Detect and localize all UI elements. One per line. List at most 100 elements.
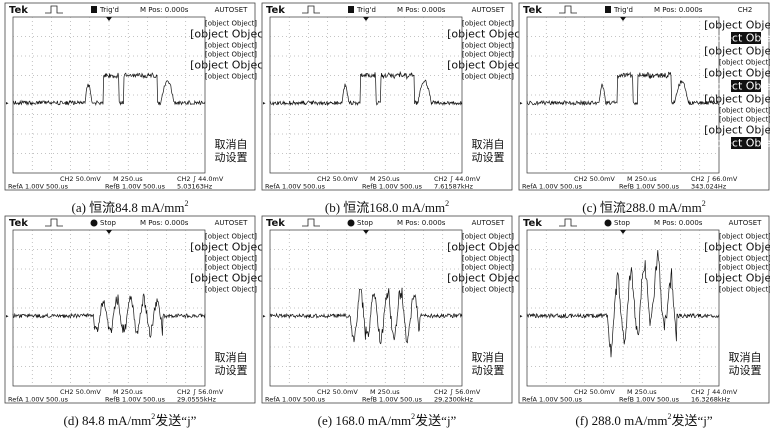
trigger-state: Trig'd xyxy=(356,6,376,14)
caption-text: (d) 84.8 mA/mm xyxy=(64,413,152,428)
readout-frequency: 5.03163Hz xyxy=(177,183,213,191)
menu-highlight xyxy=(731,32,761,44)
caption: (f) 288.0 mA/mm2发送“j” xyxy=(575,412,712,428)
menu-item: [object Object] xyxy=(704,45,770,58)
menu-item: [object Object] xyxy=(719,286,770,294)
caption-sup: 2 xyxy=(667,412,671,421)
menu-title: CH2 xyxy=(738,6,753,14)
menu-action: 取消自 xyxy=(729,350,762,364)
readout-refb: RefB 1.00V 500.us xyxy=(105,396,166,404)
trigger-icon xyxy=(605,6,611,13)
readout-timebase: M 250.us xyxy=(113,175,143,183)
menu-item: [object Object] xyxy=(704,80,770,93)
menu-action: 动设置 xyxy=(215,151,248,164)
scope-panel: Tek Trig'd M Pos: 0.000s CH2 ▸ [object Object… xyxy=(518,2,770,215)
menu-title: AUTOSET xyxy=(729,219,763,227)
menu-item: [object Object] xyxy=(205,233,257,241)
caption-tail: 发送“j” xyxy=(155,413,196,428)
readout-refb: RefB 1.00V 500.us xyxy=(362,396,423,404)
menu-item: [object Object] xyxy=(462,233,514,241)
menu-title: AUTOSET xyxy=(472,219,506,227)
readout-frequency: 343.024Hz xyxy=(691,183,727,191)
caption-sup: 2 xyxy=(702,199,706,208)
brand: Tek xyxy=(523,5,542,16)
readout-channel: CH2 50.0mV xyxy=(60,175,101,183)
menu-item: [object Object] xyxy=(719,264,770,272)
trigger-marker xyxy=(363,230,369,234)
trigger-icon xyxy=(91,6,97,13)
menu-item: [object Object] xyxy=(462,51,514,59)
menu-action: 取消自 xyxy=(215,137,248,151)
trigger-state: Stop xyxy=(100,219,116,227)
trigger-pulse-icon xyxy=(302,5,320,14)
readout-frequency: 16.3268kHz xyxy=(691,396,731,404)
caption-sup: 2 xyxy=(151,412,155,421)
m-pos: M Pos: 0.000s xyxy=(654,219,703,227)
scope-panel: Tek Stop M Pos: 0.000s AUTOSET ▸ [object Obje… xyxy=(261,215,529,428)
menu-item: [object Object] xyxy=(704,32,770,45)
caption-text: (f) 288.0 mA/mm xyxy=(575,413,667,428)
menu-action: 取消自 xyxy=(472,137,505,151)
caption: (d) 84.8 mA/mm2发送“j” xyxy=(64,412,197,428)
trigger-state: Trig'd xyxy=(99,6,119,14)
readout-timebase: M 250.us xyxy=(627,388,657,396)
screen xyxy=(4,215,256,404)
menu-title: AUTOSET xyxy=(215,219,249,227)
caption-text: (e) 168.0 mA/mm xyxy=(318,413,412,428)
trigger-pulse-icon xyxy=(559,218,577,227)
menu-item: [object Object] xyxy=(704,272,770,285)
screen xyxy=(518,2,770,191)
menu-item: [object Object] xyxy=(462,20,514,28)
menu-item: [object Object] xyxy=(447,59,529,72)
trigger-state: Stop xyxy=(614,219,630,227)
caption-sup: 2 xyxy=(411,412,415,421)
trigger-pulse-icon xyxy=(45,218,63,227)
caption: (a) 恒流84.8 mA/mm2 xyxy=(71,199,188,215)
waveform-trace xyxy=(526,71,720,106)
readout-refb: RefB 1.00V 500.us xyxy=(619,183,680,191)
readout-timebase: M 250.us xyxy=(627,175,657,183)
screen xyxy=(4,2,256,191)
menu-item: [object Object] xyxy=(447,241,529,254)
m-pos: M Pos: 0.000s xyxy=(140,219,189,227)
menu-item: [object Object] xyxy=(704,67,770,80)
trigger-state: Trig'd xyxy=(613,6,633,14)
m-pos: M Pos: 0.000s xyxy=(140,6,189,14)
channel-marker: ▸ xyxy=(6,313,9,319)
menu-action: 动设置 xyxy=(729,364,762,377)
readout-timebase: M 250.us xyxy=(370,175,400,183)
trigger-pulse-icon xyxy=(45,5,63,14)
readout-frequency: 29.2300kHz xyxy=(434,396,474,404)
channel-marker: ▸ xyxy=(263,313,266,319)
caption-sup: 2 xyxy=(445,199,449,208)
menu-action: 取消自 xyxy=(472,350,505,364)
readout-refa: RefA 1.00V 500.us xyxy=(522,183,583,191)
m-pos: M Pos: 0.000s xyxy=(397,6,446,14)
channel-marker: ▸ xyxy=(6,100,9,106)
menu-highlight xyxy=(731,80,761,92)
menu-item: [object Object] xyxy=(719,233,770,241)
menu-item: [object Object] xyxy=(462,264,514,272)
scope-panel: Tek Stop M Pos: 0.000s AUTOSET ▸ [object Obje… xyxy=(4,215,272,428)
menu-item: [object Object] xyxy=(205,73,257,81)
menu-item: [object Object] xyxy=(719,255,770,263)
menu-item: [object Object] xyxy=(719,107,770,115)
menu-item: [object Object] xyxy=(462,73,514,81)
menu-item: [object Object] xyxy=(704,137,770,150)
caption-tail: 发送“j” xyxy=(415,413,456,428)
menu-item: [object Object] xyxy=(205,264,257,272)
menu-item: [object Object] xyxy=(447,272,529,285)
channel-marker: ▸ xyxy=(520,100,523,106)
menu-item: [object Object] xyxy=(205,51,257,59)
scope-panel: Tek Stop M Pos: 0.000s AUTOSET ▸ [object Obje… xyxy=(518,215,770,428)
trigger-state: Stop xyxy=(357,219,373,227)
menu-title: AUTOSET xyxy=(472,6,506,14)
menu-item: [object Object] xyxy=(190,272,272,285)
trigger-marker xyxy=(106,230,112,234)
readout-frequency: 7.61587kHz xyxy=(434,183,474,191)
caption-tail: 发送“j” xyxy=(671,413,712,428)
readout-frequency: 29.0555kHz xyxy=(177,396,217,404)
menu-item: [object Object] xyxy=(704,241,770,254)
menu-item: [object Object] xyxy=(719,59,770,67)
